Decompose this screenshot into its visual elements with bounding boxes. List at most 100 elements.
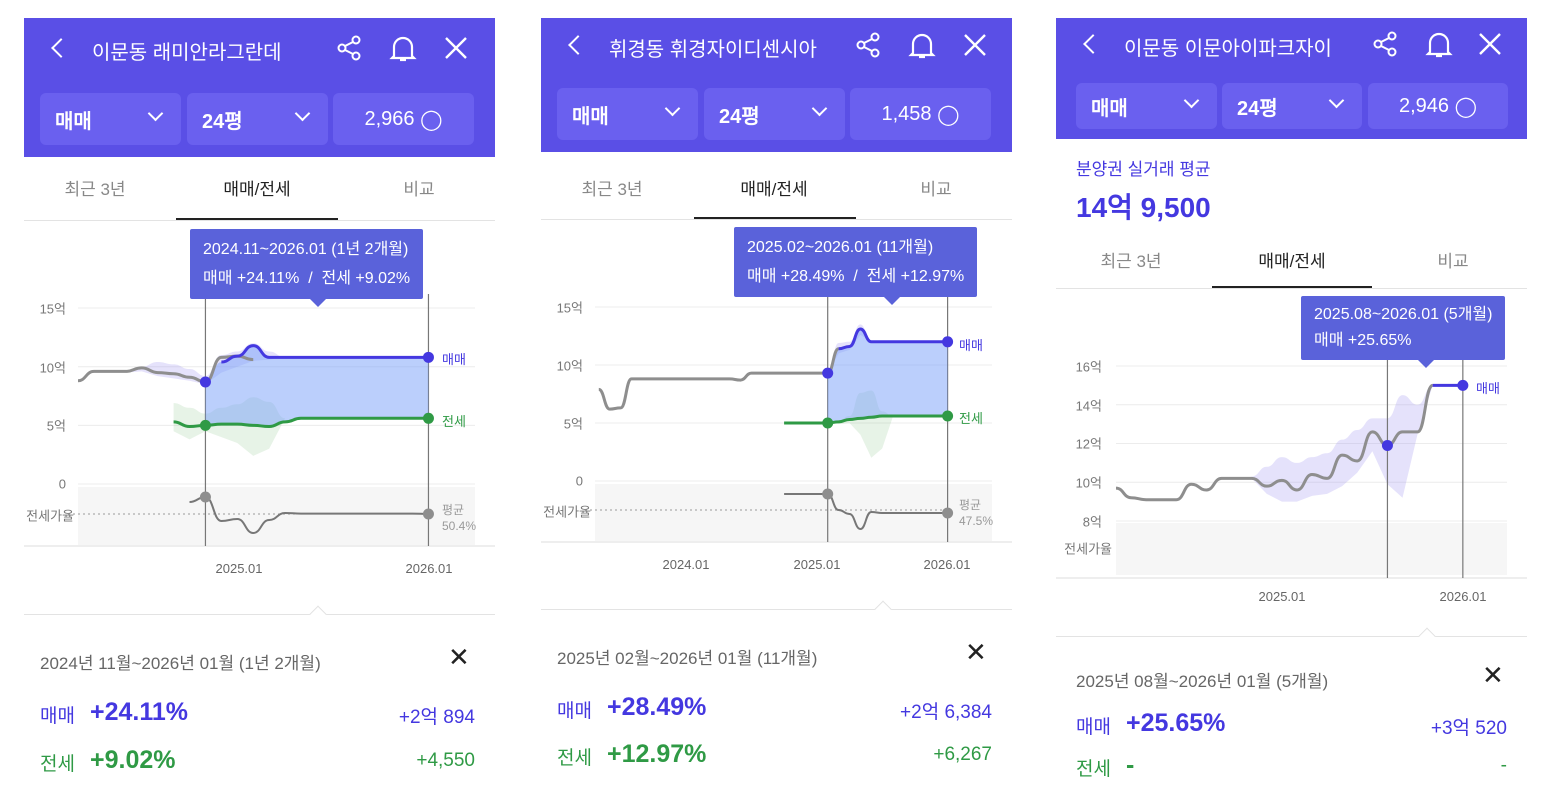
tab-compare[interactable]: 비교 [1437, 252, 1469, 271]
bell-icon[interactable] [388, 32, 418, 64]
summary-divider [541, 609, 1012, 610]
tab-sale-jeonse[interactable]: 매매/전세 [1258, 252, 1326, 271]
sale-jeonse-gap-fill [205, 345, 429, 427]
ratio-band-background [78, 487, 475, 545]
jeonse-amount: +6,267 [933, 744, 992, 765]
chevron-down-icon [811, 100, 828, 117]
summary-period: 2025년 02월~2026년 01월 (11개월) [557, 649, 818, 668]
tab-divider [24, 220, 495, 221]
share-icon[interactable] [855, 31, 883, 59]
tab-recent-3y[interactable]: 최근 3년 [581, 180, 643, 199]
share-icon[interactable] [1372, 30, 1400, 58]
sale-end-point [942, 336, 954, 348]
sale-history-line [1115, 383, 1435, 502]
y-tick: 16억 [1075, 359, 1102, 375]
close-icon[interactable] [963, 33, 987, 57]
search-icon: ◯ [420, 108, 443, 131]
close-summary-icon[interactable]: ✕ [1482, 660, 1504, 690]
sale-line [221, 344, 429, 364]
close-summary-icon[interactable]: ✕ [965, 637, 987, 667]
y-tick: 10억 [556, 358, 583, 374]
jeonse-start-point [199, 419, 211, 431]
caret [1418, 627, 1436, 645]
y-tick: 15억 [556, 300, 583, 316]
jeonse-end-label: 전세 [959, 411, 983, 426]
close-icon[interactable] [444, 36, 468, 60]
size-value: 24평 [1237, 97, 1278, 120]
tab-recent-3y[interactable]: 최근 3년 [64, 180, 126, 199]
apartment-panel-3: 이문동 이문아이파크자이 매매 24평 2,946 ◯ 분양권 실거래 평균 1… [1056, 0, 1527, 802]
size-value: 24평 [719, 105, 760, 128]
sale-start-point [1381, 439, 1393, 451]
sale-end-point [1457, 379, 1469, 391]
tab-compare[interactable]: 비교 [403, 180, 435, 199]
x-tick: 2024.01 [662, 557, 710, 572]
jeonse-start-point [822, 417, 834, 429]
size-value: 24평 [202, 110, 243, 133]
deal-type-select[interactable]: 매매 [40, 93, 181, 145]
sale-range-band [1251, 385, 1433, 502]
ratio-start-point [199, 491, 211, 503]
ratio-band-background [595, 484, 992, 541]
x-tick: 2026.01 [405, 561, 453, 576]
x-tick: 2025.01 [1258, 589, 1306, 604]
bell-icon[interactable] [907, 29, 937, 61]
ratio-label: 전세가율 [543, 504, 591, 520]
count-value: 2,966 [364, 107, 415, 130]
count-value: 1,458 [881, 102, 932, 125]
ratio-band-background [1116, 523, 1507, 575]
search-count-button[interactable]: 1,458 ◯ [850, 88, 991, 140]
sale-history-line [77, 354, 254, 384]
tooltip-change: 매매 +24.11% / 전세 +9.02% [203, 270, 411, 287]
search-icon: ◯ [937, 103, 960, 126]
tooltip-period: 2025.02~2026.01 (11개월) [747, 239, 934, 256]
price-value: 14억 9,500 [1076, 192, 1211, 223]
jeonse-line [173, 416, 429, 429]
size-select[interactable]: 24평 [704, 88, 845, 140]
sale-end-label: 매매 [959, 338, 983, 353]
ratio-line [784, 493, 948, 531]
ratio-start-point [822, 488, 834, 500]
jeonse-range-band [173, 397, 286, 456]
tab-sale-jeonse[interactable]: 매매/전세 [740, 180, 808, 199]
search-count-button[interactable]: 2,946 ◯ [1368, 83, 1508, 129]
close-summary-icon[interactable]: ✕ [448, 642, 470, 672]
apartment-title: 이문동 이문아이파크자이 [1124, 38, 1332, 60]
tab-sale-jeonse[interactable]: 매매/전세 [223, 180, 291, 199]
sale-end-label: 매매 [442, 352, 466, 367]
close-icon[interactable] [1478, 32, 1502, 56]
tab-compare[interactable]: 비교 [920, 180, 952, 199]
avg-value: 47.5% [959, 514, 994, 528]
deal-type-select[interactable]: 매매 [557, 88, 698, 140]
sale-label: 매매 [1076, 717, 1111, 738]
sale-range-band [125, 343, 286, 385]
chevron-down-icon [1183, 92, 1200, 109]
range-tooltip: 2025.08~2026.01 (5개월) 매매 +25.65% [1301, 296, 1506, 368]
sale-start-point [822, 367, 834, 379]
tooltip-period: 2025.08~2026.01 (5개월) [1314, 306, 1493, 323]
size-select[interactable]: 24평 [1222, 83, 1362, 129]
y-tick: 10억 [1075, 475, 1102, 491]
share-icon[interactable] [336, 34, 364, 62]
y-tick: 15억 [39, 301, 66, 317]
sale-pct: +25.65% [1126, 709, 1226, 737]
y-tick: 14억 [1075, 398, 1102, 414]
count-value: 2,946 [1398, 94, 1450, 117]
y-tick: 0 [58, 476, 66, 492]
bell-icon[interactable] [1424, 28, 1454, 60]
tab-recent-3y[interactable]: 최근 3년 [1100, 252, 1162, 271]
range-tooltip: 2025.02~2026.01 (11개월) 매매 +28.49% / 전세 +1… [734, 227, 978, 305]
sale-pct: +28.49% [607, 693, 707, 721]
sale-label: 매매 [40, 706, 75, 727]
ratio-label: 전세가율 [26, 508, 74, 524]
tab-divider [1056, 288, 1527, 289]
caret [874, 600, 892, 618]
size-select[interactable]: 24평 [187, 93, 328, 145]
sale-line [838, 327, 948, 351]
deal-type-value: 매매 [1091, 97, 1128, 120]
deal-type-select[interactable]: 매매 [1076, 83, 1217, 129]
apartment-panel-2: 휘경동 휘경자이디센시아 매매 24평 1,458 ◯ 최근 3년 매매/전세 … [541, 0, 1012, 802]
search-count-button[interactable]: 2,966 ◯ [333, 93, 474, 145]
summary-period: 2024년 11월~2026년 01월 (1년 2개월) [40, 654, 321, 673]
avg-value: 50.4% [442, 519, 477, 533]
